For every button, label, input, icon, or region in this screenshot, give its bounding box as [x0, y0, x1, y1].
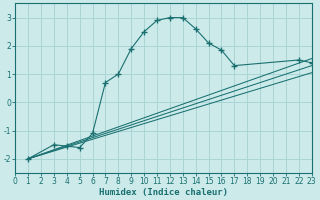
X-axis label: Humidex (Indice chaleur): Humidex (Indice chaleur): [99, 188, 228, 197]
